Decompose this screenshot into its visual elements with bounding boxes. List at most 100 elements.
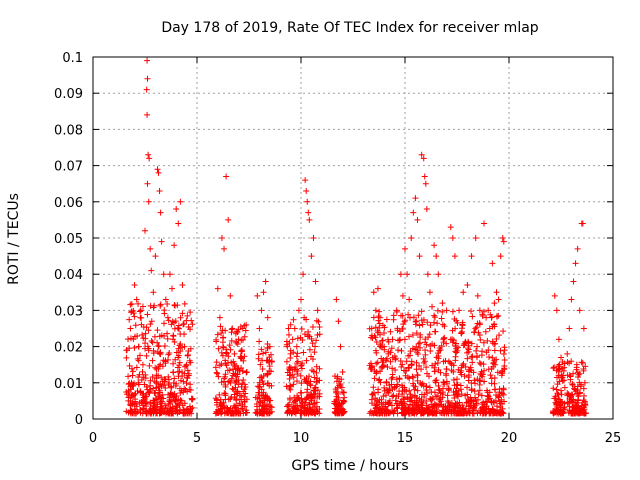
- data-point: [453, 317, 460, 324]
- data-point: [468, 386, 475, 393]
- data-point: [488, 380, 495, 387]
- data-point: [308, 394, 315, 401]
- data-point: [402, 317, 409, 324]
- data-point: [171, 242, 178, 249]
- data-point: [554, 410, 561, 417]
- data-point: [398, 399, 405, 406]
- data-point: [417, 380, 424, 387]
- data-point: [473, 354, 480, 361]
- data-point: [149, 339, 156, 346]
- data-point: [462, 363, 469, 370]
- data-point: [385, 400, 392, 407]
- data-point: [468, 354, 475, 361]
- data-point: [189, 395, 196, 402]
- data-point: [266, 354, 273, 361]
- data-point: [468, 253, 475, 260]
- data-point: [396, 402, 403, 409]
- y-tick-label: 0.09: [54, 87, 83, 102]
- data-point: [132, 322, 139, 329]
- data-point: [556, 378, 563, 385]
- data-point: [179, 402, 186, 409]
- data-point: [235, 336, 242, 343]
- data-point: [151, 403, 158, 410]
- data-point: [171, 325, 178, 332]
- data-point: [297, 362, 304, 369]
- data-point: [554, 407, 561, 414]
- data-point: [287, 321, 294, 328]
- data-point: [426, 404, 433, 411]
- data-point: [449, 308, 456, 315]
- data-point: [473, 324, 480, 331]
- data-point: [213, 336, 220, 343]
- data-point: [291, 366, 298, 373]
- data-point: [495, 393, 502, 400]
- data-point: [565, 391, 572, 398]
- data-point: [501, 356, 508, 363]
- data-point: [467, 364, 474, 371]
- data-point: [225, 216, 232, 223]
- data-point: [410, 374, 417, 381]
- data-point: [372, 324, 379, 331]
- data-point: [454, 376, 461, 383]
- data-point: [316, 390, 323, 397]
- data-point: [493, 336, 500, 343]
- data-point: [579, 220, 586, 227]
- data-point: [222, 371, 229, 378]
- data-point: [380, 330, 387, 337]
- data-point: [410, 410, 417, 417]
- data-point: [415, 340, 422, 347]
- data-point: [218, 405, 225, 412]
- data-point: [239, 380, 246, 387]
- data-point: [170, 333, 177, 340]
- data-point: [258, 307, 265, 314]
- data-point: [578, 359, 585, 366]
- data-point: [259, 365, 266, 372]
- data-point: [486, 395, 493, 402]
- data-point: [372, 395, 379, 402]
- data-point: [229, 372, 236, 379]
- y-tick-label: 0.02: [54, 341, 83, 356]
- data-point: [400, 395, 407, 402]
- data-point: [216, 391, 223, 398]
- data-point: [157, 209, 164, 216]
- data-point: [253, 403, 260, 410]
- data-point: [412, 318, 419, 325]
- data-point: [569, 382, 576, 388]
- data-point: [167, 383, 174, 390]
- data-point: [407, 348, 414, 355]
- data-point: [414, 409, 421, 416]
- data-point: [254, 383, 261, 390]
- data-point: [144, 180, 151, 187]
- x-axis-label: GPS time / hours: [291, 458, 408, 474]
- data-point: [420, 409, 427, 416]
- data-point: [152, 390, 159, 397]
- data-point: [177, 389, 184, 396]
- data-point: [158, 383, 165, 390]
- data-point: [232, 404, 239, 411]
- data-point: [460, 405, 467, 412]
- data-point: [381, 407, 388, 414]
- data-point: [472, 402, 479, 409]
- data-point: [444, 404, 451, 411]
- data-point: [370, 289, 377, 296]
- data-point: [160, 271, 167, 278]
- data-point: [468, 340, 475, 347]
- grid-lines: [93, 57, 613, 419]
- data-point: [157, 301, 164, 308]
- data-point: [460, 342, 467, 349]
- data-point: [176, 409, 183, 416]
- data-point: [406, 375, 413, 382]
- data-point: [125, 336, 132, 343]
- data-point: [304, 198, 311, 205]
- data-point: [568, 410, 575, 417]
- data-point: [137, 308, 144, 315]
- data-point: [226, 342, 233, 349]
- data-point: [155, 365, 162, 372]
- data-point: [307, 406, 314, 413]
- data-point: [382, 399, 389, 406]
- x-tick-label: 0: [89, 431, 97, 446]
- data-point: [256, 325, 263, 332]
- data-point: [434, 359, 441, 366]
- data-point: [426, 331, 433, 338]
- data-point: [372, 307, 379, 314]
